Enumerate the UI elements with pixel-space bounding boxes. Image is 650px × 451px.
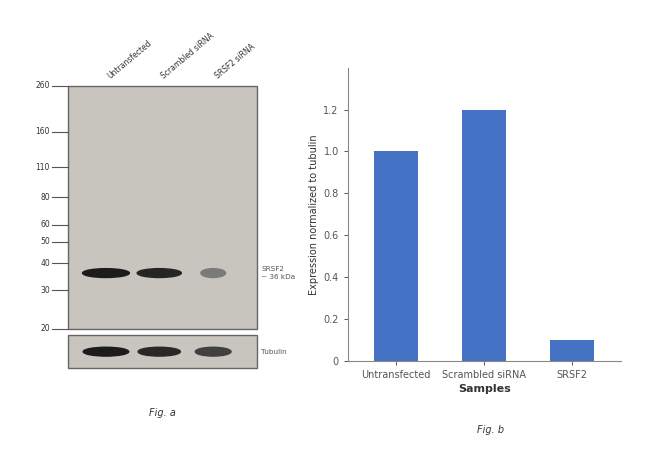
- Ellipse shape: [195, 347, 231, 356]
- Text: Fig. b: Fig. b: [477, 425, 504, 435]
- Text: 50: 50: [40, 237, 50, 246]
- Ellipse shape: [201, 269, 226, 277]
- Y-axis label: Expression normalized to tubulin: Expression normalized to tubulin: [309, 134, 319, 295]
- X-axis label: Samples: Samples: [458, 384, 511, 394]
- Text: 80: 80: [40, 193, 50, 202]
- Bar: [374, 152, 418, 361]
- Bar: [68, 86, 257, 329]
- Text: 40: 40: [40, 258, 50, 267]
- Text: SRSF2
~ 36 kDa: SRSF2 ~ 36 kDa: [261, 266, 295, 280]
- Ellipse shape: [138, 347, 181, 356]
- Text: Fig. a: Fig. a: [149, 408, 176, 418]
- Text: Scrambled siRNA: Scrambled siRNA: [159, 32, 216, 81]
- Text: 30: 30: [40, 286, 50, 295]
- Text: 160: 160: [36, 127, 50, 136]
- Text: Untransfected: Untransfected: [106, 39, 153, 81]
- Text: Tubulin: Tubulin: [261, 349, 287, 354]
- Bar: [551, 340, 594, 361]
- Bar: [68, 335, 257, 368]
- Text: SRSF2 siRNA: SRSF2 siRNA: [213, 42, 257, 81]
- Text: 260: 260: [36, 81, 50, 90]
- Text: 110: 110: [36, 163, 50, 172]
- Ellipse shape: [83, 269, 129, 277]
- Text: 20: 20: [40, 324, 50, 333]
- Bar: [462, 110, 506, 361]
- Ellipse shape: [83, 347, 129, 356]
- Ellipse shape: [137, 269, 181, 277]
- Text: 60: 60: [40, 220, 50, 229]
